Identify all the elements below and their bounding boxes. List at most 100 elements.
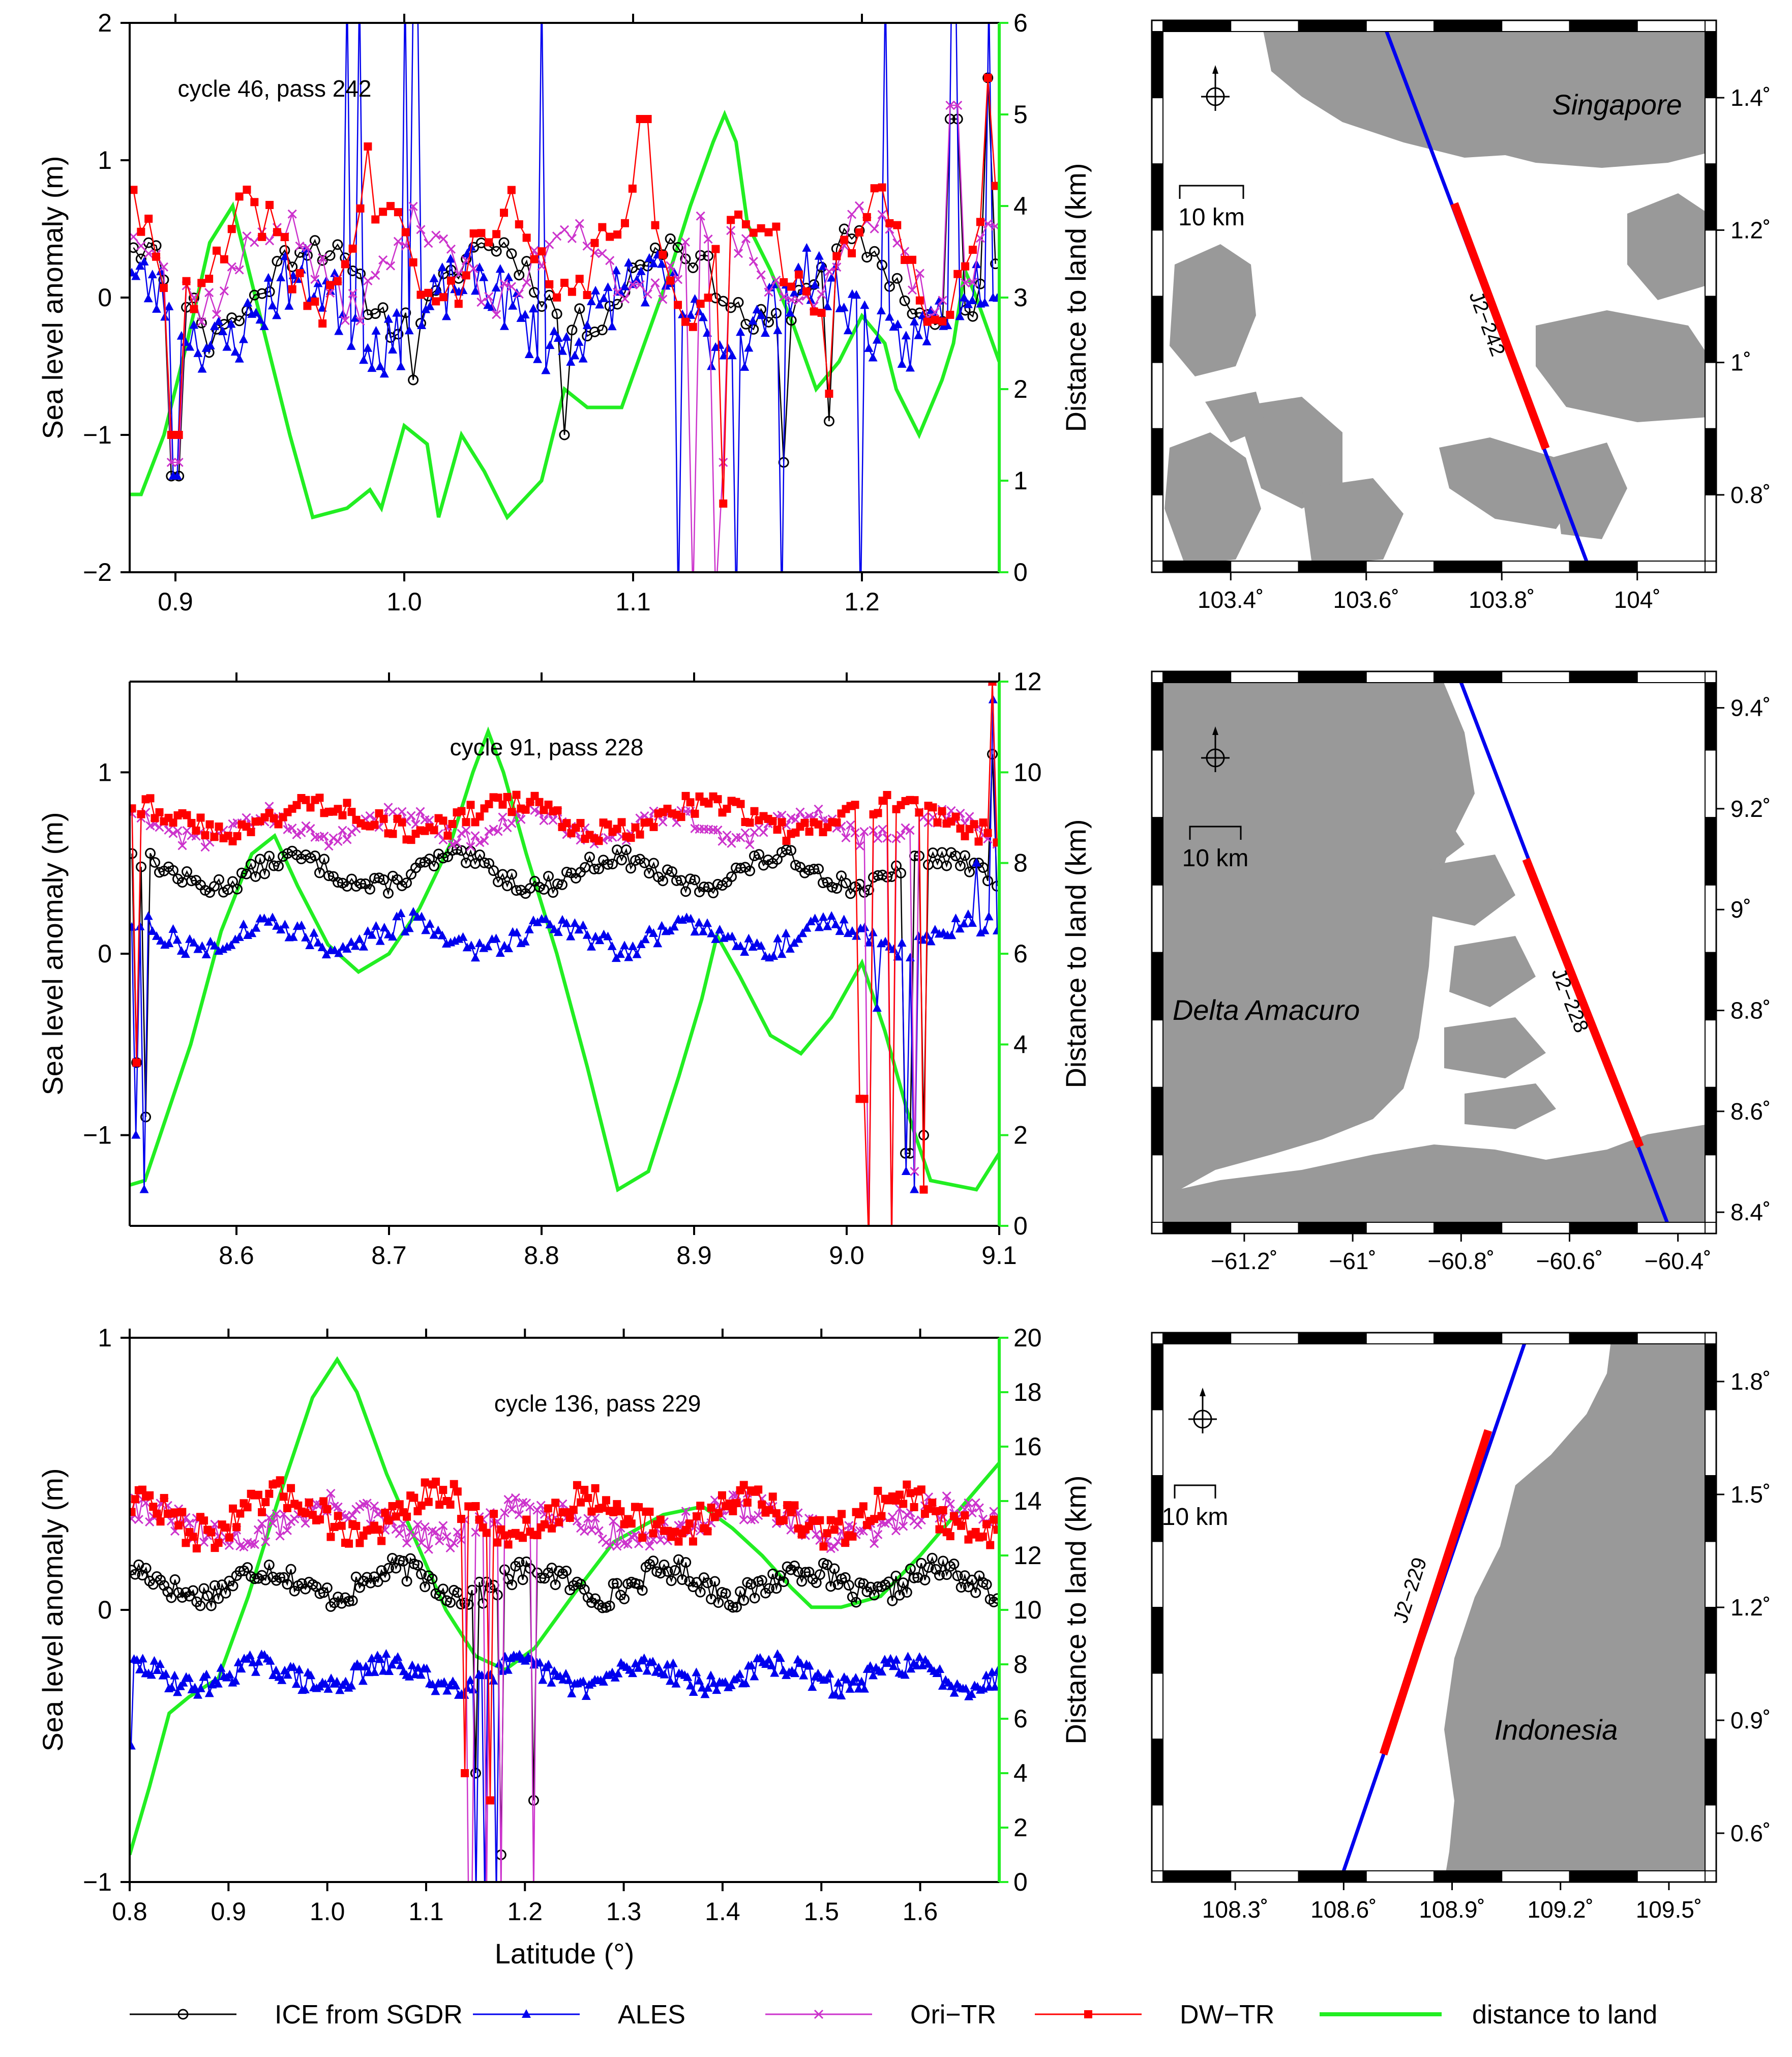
map-frame-segment <box>1705 1343 1717 1410</box>
series-ori-point <box>480 836 489 845</box>
series-ori-point <box>449 1538 459 1548</box>
series-dw-point <box>152 252 161 261</box>
series-dw-point <box>878 183 886 192</box>
series-ori-point <box>582 241 592 251</box>
y-axis-label: Sea level anomaly (m) <box>37 156 69 439</box>
series-ales-point <box>992 293 999 302</box>
series-ori-point <box>673 275 683 284</box>
series-dw-point <box>609 1508 618 1516</box>
series-dw-point <box>347 808 356 816</box>
series-ice-point <box>589 864 600 875</box>
series-dw-point <box>490 1510 498 1518</box>
series-ales-point <box>868 927 878 936</box>
y2-tick-label: 0 <box>1013 1868 1028 1896</box>
series-ori-point <box>250 1540 259 1549</box>
legend-swatch-marker <box>814 2009 824 2019</box>
series-ori-point <box>287 824 297 833</box>
series-ice-point <box>818 877 828 889</box>
series-dw-point <box>210 833 219 841</box>
series-ori-point <box>416 225 426 234</box>
series-dw-point <box>343 799 351 807</box>
series-dw-point <box>961 1511 969 1520</box>
land-mass <box>1429 855 1515 926</box>
series-dw-point <box>651 221 660 229</box>
series-dw-point <box>410 1493 419 1502</box>
series-dw-point <box>379 208 387 216</box>
series-dw-point <box>620 219 629 227</box>
series-ales-point <box>854 1684 863 1693</box>
series-ales-point <box>185 934 195 943</box>
series-dw-point <box>848 1532 857 1541</box>
series-ice-point <box>188 292 199 304</box>
series-ales-point <box>814 251 824 260</box>
x-tick-label: 1.0 <box>310 1897 345 1926</box>
series-ice-point <box>383 888 394 899</box>
y2-tick-label: 6 <box>1013 1705 1028 1733</box>
series-ales-point <box>259 914 269 923</box>
series-ales-point <box>570 918 580 927</box>
series-ice-point <box>514 270 525 281</box>
land-mass <box>1163 1125 1705 1222</box>
series-ales-point <box>429 930 439 939</box>
series-dw-point <box>258 232 266 241</box>
map-frame-segment <box>1636 1870 1706 1883</box>
map-inner <box>1164 32 1705 561</box>
series-ice-point <box>938 1555 949 1567</box>
series-ales-point <box>566 357 576 366</box>
series-ales-point <box>702 918 712 927</box>
series-dw-point <box>205 820 214 829</box>
map-frame-segment <box>1705 362 1717 429</box>
series-ales-point <box>654 1662 664 1671</box>
series-ori-point <box>558 1499 568 1509</box>
y2-tick-label: 0 <box>1013 1212 1028 1240</box>
series-dw-point <box>530 255 539 263</box>
series-dw-point <box>243 185 251 194</box>
series-ice-point <box>861 252 873 263</box>
series-dw-point <box>421 1478 429 1487</box>
series-ales-point <box>361 1661 371 1670</box>
series-ales-point <box>276 925 286 934</box>
series-dw-point <box>732 1499 741 1508</box>
series-ori-point <box>369 1501 379 1511</box>
series-dw-point <box>492 230 501 239</box>
series-ales-point <box>538 1675 548 1684</box>
series-ice-point <box>611 1578 622 1589</box>
series-dw-point <box>333 277 342 285</box>
series-ice-point <box>543 871 554 882</box>
series-dw-point <box>754 1485 763 1494</box>
map-x-tick-label: 109.2˚ <box>1528 1896 1594 1923</box>
series-dw-point <box>132 1059 141 1067</box>
series-ori-point <box>310 275 320 284</box>
series-dw-point <box>576 819 585 828</box>
map-frame-segment <box>1162 1222 1232 1234</box>
series-ori-point <box>901 823 910 833</box>
series-ice-point <box>416 1569 427 1580</box>
series-dw-point <box>901 256 909 265</box>
legend-label: Ori−TR <box>910 2000 996 2030</box>
series-dw-point <box>482 1529 491 1537</box>
series-ales-point <box>657 921 667 930</box>
series-dw-point <box>326 281 335 289</box>
series-dw-point <box>416 290 425 299</box>
series-dw-point <box>865 1240 873 1248</box>
series-ice-point <box>314 867 325 878</box>
series-ori-point <box>446 244 456 254</box>
series-ice-point <box>151 1571 162 1582</box>
series-ales-point <box>236 1664 246 1673</box>
series-ales-point <box>347 1681 356 1690</box>
series-ales-point <box>259 321 269 330</box>
series-ori-point <box>445 1543 455 1553</box>
series-ales-point <box>748 316 758 325</box>
series-ales-point <box>346 937 356 946</box>
series-dw-point <box>155 808 164 816</box>
series-ales-point <box>379 923 389 932</box>
map-frame-segment <box>1501 1222 1570 1234</box>
series-ales-point <box>851 1673 860 1682</box>
series-dw-point <box>521 805 530 814</box>
series-ales-point <box>355 1662 365 1671</box>
series-ice-point <box>227 1580 238 1592</box>
series-ales-point <box>657 259 667 268</box>
series-dw-point <box>602 1496 610 1505</box>
